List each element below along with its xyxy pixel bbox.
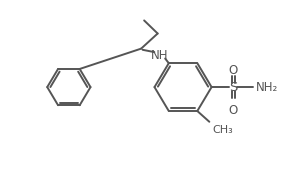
Text: O: O — [229, 64, 238, 77]
Text: NH₂: NH₂ — [256, 81, 278, 94]
Text: O: O — [229, 104, 238, 117]
Text: S: S — [229, 81, 237, 94]
Text: CH₃: CH₃ — [212, 125, 233, 135]
Text: NH: NH — [151, 49, 169, 62]
